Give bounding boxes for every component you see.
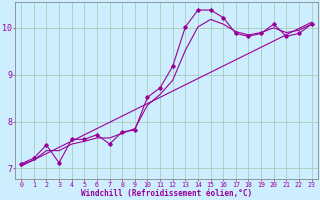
X-axis label: Windchill (Refroidissement éolien,°C): Windchill (Refroidissement éolien,°C) [81, 189, 252, 198]
